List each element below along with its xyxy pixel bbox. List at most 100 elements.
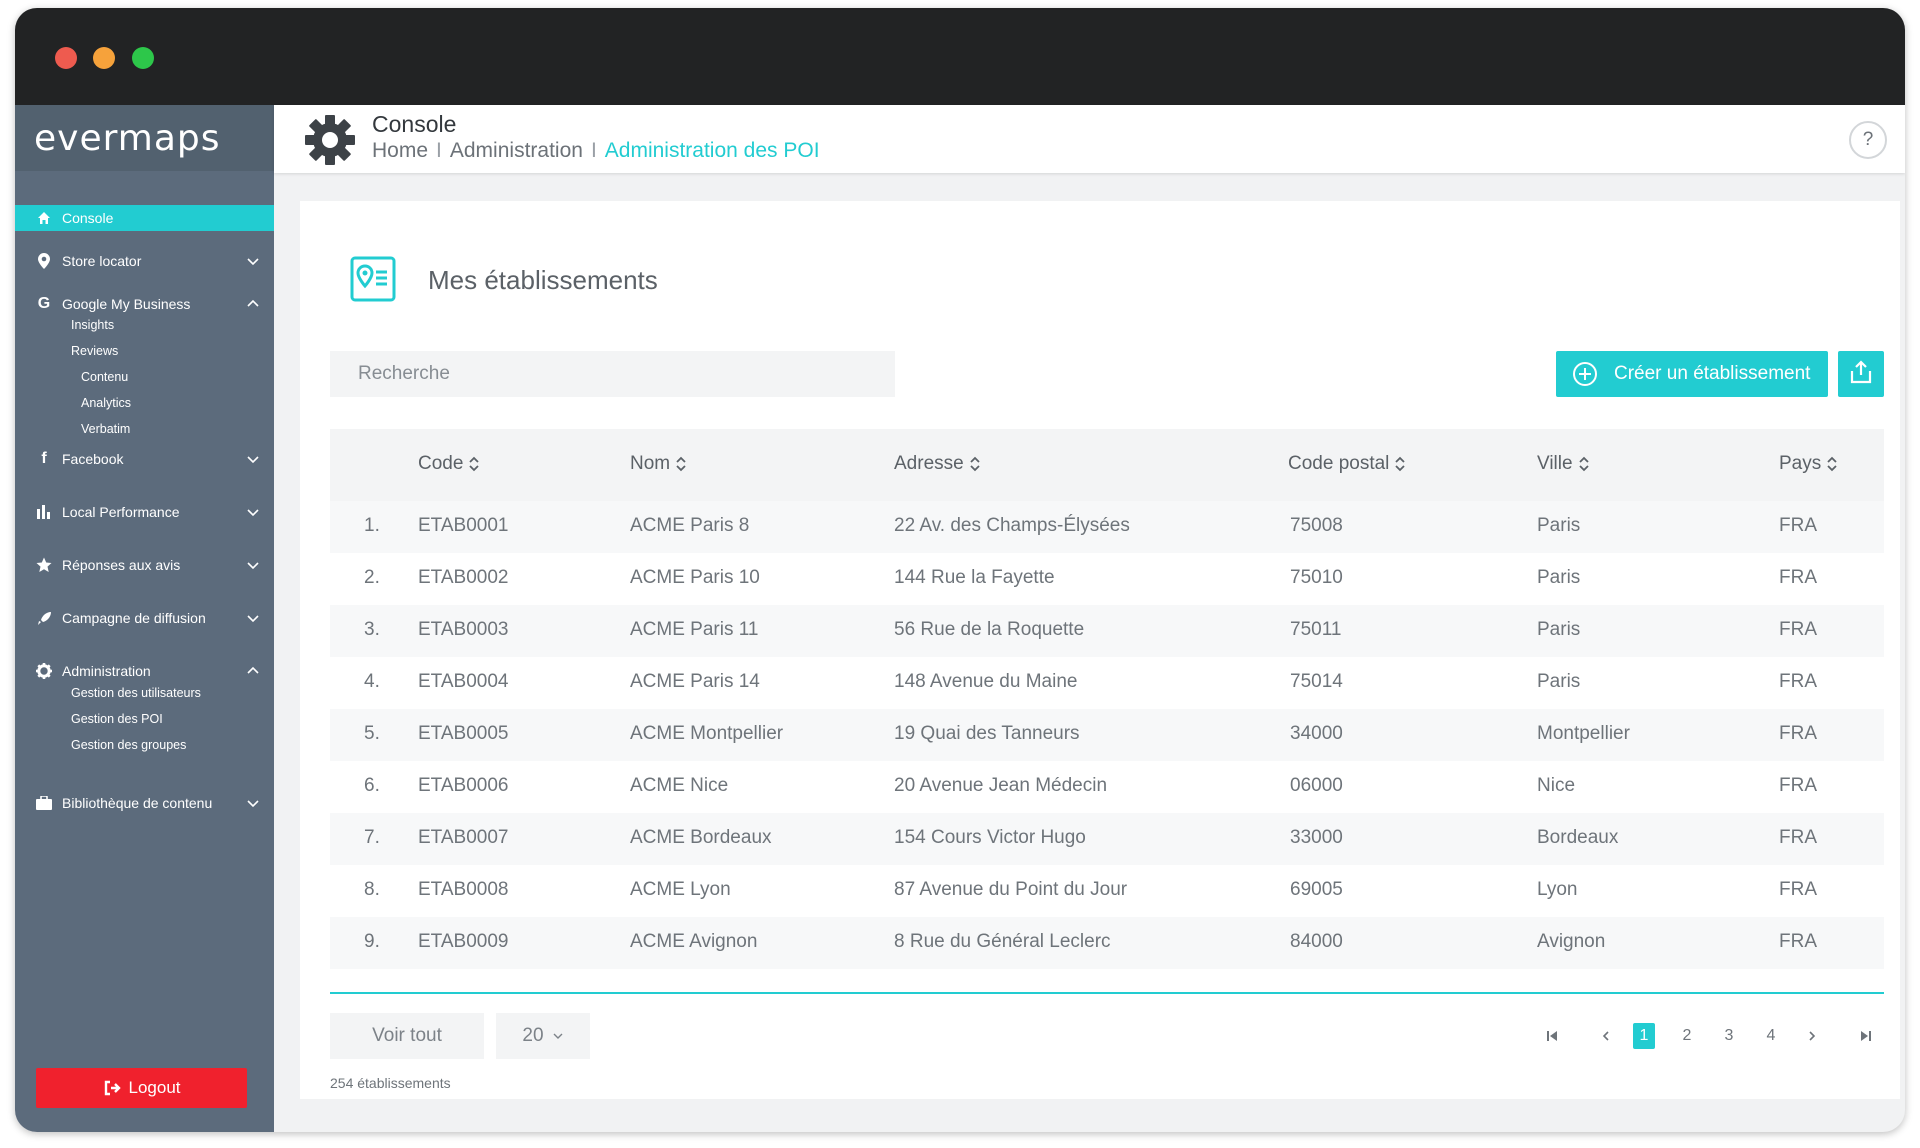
table-header: Code Nom Adresse Code postal Ville xyxy=(330,429,1884,501)
first-page-button[interactable] xyxy=(1542,1023,1562,1049)
page-button-3[interactable]: 3 xyxy=(1724,1027,1734,1044)
sidebar-item-campagne-de-diffusion[interactable]: Campagne de diffusion xyxy=(15,605,274,631)
breadcrumb-separator: I xyxy=(436,139,442,162)
sidebar-item-local-performance[interactable]: Local Performance xyxy=(15,499,274,525)
briefcase-icon xyxy=(36,795,52,811)
previous-page-button[interactable] xyxy=(1596,1023,1616,1049)
sort-icon xyxy=(676,456,686,472)
sidebar-item-google-my-business[interactable]: G Google My Business xyxy=(15,291,274,317)
sidebar-item-bibliotheque-de-contenu[interactable]: Bibliothèque de contenu xyxy=(15,790,274,816)
breadcrumb-home[interactable]: Home xyxy=(372,139,429,162)
cell-code: ETAB0002 xyxy=(418,567,509,588)
cell-ville: Montpellier xyxy=(1537,723,1630,744)
help-button[interactable]: ? xyxy=(1849,121,1887,159)
table-row[interactable]: 2. ETAB0002 ACME Paris 10 144 Rue la Fay… xyxy=(330,553,1884,605)
sidebar-subitem-contenu[interactable]: Contenu xyxy=(81,370,129,384)
column-header-adresse[interactable]: Adresse xyxy=(894,453,980,475)
sidebar-item-administration[interactable]: Administration xyxy=(15,658,274,684)
export-icon xyxy=(1848,359,1874,390)
table-row[interactable]: 8. ETAB0008 ACME Lyon 87 Avenue du Point… xyxy=(330,865,1884,917)
table-row[interactable]: 9. ETAB0009 ACME Avignon 8 Rue du Généra… xyxy=(330,917,1884,969)
sidebar-subitem-analytics[interactable]: Analytics xyxy=(81,396,132,410)
establishments-table: Code Nom Adresse Code postal Ville xyxy=(330,429,1884,969)
per-page-value: 20 xyxy=(522,1025,544,1046)
sidebar-subitem-verbatim[interactable]: Verbatim xyxy=(81,422,131,436)
cell-pays: FRA xyxy=(1779,827,1817,848)
app-window: evermaps Console Store locator xyxy=(15,8,1905,1132)
chevron-down-icon xyxy=(246,254,260,268)
home-icon xyxy=(36,210,52,226)
table-row[interactable]: 5. ETAB0005 ACME Montpellier 19 Quai des… xyxy=(330,709,1884,761)
row-index: 4. xyxy=(364,671,380,692)
page-button-2[interactable]: 2 xyxy=(1682,1027,1692,1044)
page-button-4[interactable]: 4 xyxy=(1766,1027,1776,1044)
cell-adresse: 56 Rue de la Roquette xyxy=(894,619,1085,640)
sidebar-subitem-reviews[interactable]: Reviews xyxy=(71,344,119,358)
cell-ville: Paris xyxy=(1537,671,1581,692)
minimize-window-button[interactable] xyxy=(93,47,115,69)
cell-nom: ACME Paris 14 xyxy=(630,671,760,692)
cell-pays: FRA xyxy=(1779,671,1817,692)
close-window-button[interactable] xyxy=(55,47,77,69)
last-page-icon xyxy=(1861,1031,1871,1041)
next-page-button[interactable] xyxy=(1802,1023,1822,1049)
column-label: Code xyxy=(418,453,464,474)
last-page-button[interactable] xyxy=(1856,1023,1876,1049)
rocket-icon xyxy=(36,610,52,626)
table-row[interactable]: 7. ETAB0007 ACME Bordeaux 154 Cours Vict… xyxy=(330,813,1884,865)
sidebar-subitem-gestion-utilisateurs[interactable]: Gestion des utilisateurs xyxy=(71,686,201,700)
cell-ville: Paris xyxy=(1537,515,1581,536)
sidebar-item-label: Facebook xyxy=(62,451,124,467)
sort-icon xyxy=(1578,456,1589,472)
cell-ville: Paris xyxy=(1537,567,1581,588)
chevron-down-icon xyxy=(246,558,260,572)
console-gear-icon xyxy=(304,114,356,166)
sidebar-item-facebook[interactable]: f Facebook xyxy=(15,446,274,472)
cell-code: ETAB0003 xyxy=(418,619,509,640)
sidebar-item-console[interactable]: Console xyxy=(15,205,274,231)
table-row[interactable]: 6. ETAB0006 ACME Nice 20 Avenue Jean Méd… xyxy=(330,761,1884,813)
sidebar-item-label: Google My Business xyxy=(62,296,191,312)
sidebar-subitem-gestion-poi[interactable]: Gestion des POI xyxy=(71,712,163,726)
cell-adresse: 154 Cours Victor Hugo xyxy=(894,827,1086,848)
table-row[interactable]: 4. ETAB0004 ACME Paris 14 148 Avenue du … xyxy=(330,657,1884,709)
breadcrumb-administration[interactable]: Administration xyxy=(449,139,583,162)
table-row[interactable]: 1. ETAB0001 ACME Paris 8 22 Av. des Cham… xyxy=(330,501,1884,553)
column-header-nom[interactable]: Nom xyxy=(630,453,686,475)
sidebar-subitem-insights[interactable]: Insights xyxy=(71,318,115,332)
logout-button[interactable]: Logout xyxy=(36,1068,247,1108)
cell-code: ETAB0007 xyxy=(418,827,509,848)
table-row[interactable]: 3. ETAB0003 ACME Paris 11 56 Rue de la R… xyxy=(330,605,1884,657)
cell-pays: FRA xyxy=(1779,619,1817,640)
cell-pays: FRA xyxy=(1779,879,1817,900)
cell-adresse: 19 Quai des Tanneurs xyxy=(894,723,1080,744)
column-header-pays[interactable]: Pays xyxy=(1779,453,1837,475)
export-button[interactable] xyxy=(1838,351,1884,397)
sidebar-item-label: Administration xyxy=(62,663,151,679)
logout-label: Logout xyxy=(128,1078,181,1097)
voir-tout-button[interactable]: Voir tout xyxy=(330,1013,484,1059)
sort-icon xyxy=(1395,456,1406,472)
maximize-window-button[interactable] xyxy=(132,47,154,69)
sidebar-item-store-locator[interactable]: Store locator xyxy=(15,248,274,274)
sort-icon xyxy=(1827,456,1837,472)
cell-nom: ACME Paris 11 xyxy=(630,619,759,640)
row-index: 2. xyxy=(364,567,380,588)
column-header-ville[interactable]: Ville xyxy=(1537,453,1589,475)
logo[interactable]: evermaps xyxy=(15,105,274,171)
card-title: Mes établissements xyxy=(428,265,658,295)
cell-code-postal: 75011 xyxy=(1290,619,1342,640)
establishment-count: 254 établissements xyxy=(330,1075,451,1091)
sort-icon xyxy=(469,456,480,472)
search-input[interactable] xyxy=(330,351,895,397)
sidebar-subitem-gestion-groupes[interactable]: Gestion des groupes xyxy=(71,738,187,752)
column-header-code[interactable]: Code xyxy=(418,453,480,475)
column-header-code-postal[interactable]: Code postal xyxy=(1288,453,1406,475)
per-page-select[interactable]: 20 xyxy=(496,1013,590,1059)
chevron-up-icon xyxy=(246,297,260,311)
cell-code: ETAB0009 xyxy=(418,931,509,952)
page-button-1[interactable]: 1 xyxy=(1633,1023,1655,1049)
sidebar-item-reponses-aux-avis[interactable]: Réponses aux avis xyxy=(15,552,274,578)
bar-chart-icon xyxy=(36,504,52,520)
create-establishment-button[interactable]: Créer un établissement xyxy=(1556,351,1828,397)
